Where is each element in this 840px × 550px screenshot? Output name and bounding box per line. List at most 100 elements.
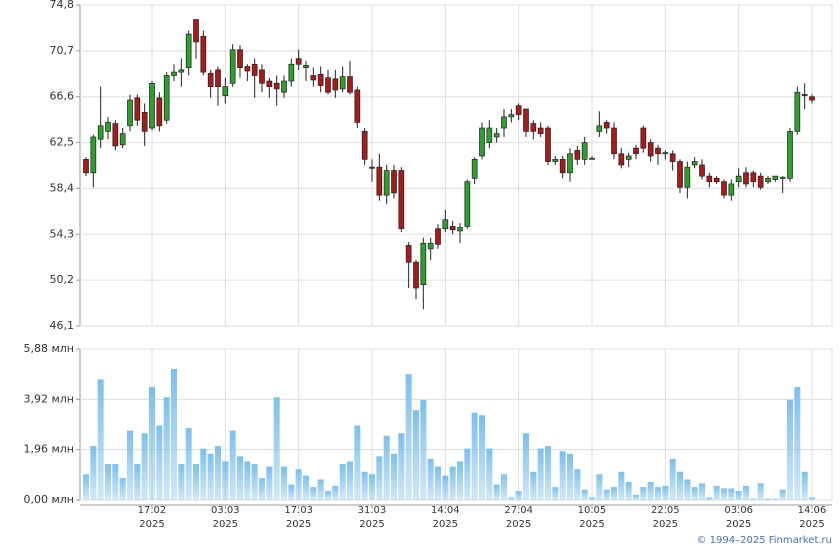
candle-body xyxy=(200,35,207,73)
volume-bar xyxy=(383,435,390,500)
candle-body xyxy=(581,142,588,160)
volume-bar xyxy=(530,471,537,500)
x-tick-label: 27.04 2025 xyxy=(504,505,533,530)
volume-bar xyxy=(574,469,581,500)
candle-body xyxy=(266,80,273,87)
volume-bar xyxy=(684,479,691,500)
volume-bar xyxy=(412,410,419,500)
x-tick-label: 17.02 2025 xyxy=(137,505,167,530)
volume-bar xyxy=(178,464,185,500)
candle-body xyxy=(779,176,786,179)
candle-body xyxy=(647,142,654,157)
candle-body xyxy=(684,166,691,188)
volume-bar xyxy=(420,399,427,500)
candle-body xyxy=(156,97,163,127)
candle-body xyxy=(391,170,397,194)
volume-bar xyxy=(566,453,573,500)
volume-bar xyxy=(728,488,735,500)
candle-body xyxy=(787,131,793,179)
volume-bar xyxy=(750,498,757,500)
volume-bar xyxy=(779,489,786,500)
x-tick-label: 22.05 2025 xyxy=(651,505,680,530)
volume-bar xyxy=(603,489,610,500)
volume-bar xyxy=(236,456,243,500)
volume-bar xyxy=(434,466,441,500)
candle-body xyxy=(486,127,493,143)
candle-body xyxy=(369,166,375,169)
volume-bar xyxy=(104,464,111,500)
candle-body xyxy=(772,175,779,180)
candle-body xyxy=(317,73,324,86)
candle-body xyxy=(508,114,515,118)
candle-body xyxy=(662,152,669,155)
volume-bar xyxy=(266,466,273,500)
x-tick-label: 10.05 2025 xyxy=(577,505,607,530)
volume-bar xyxy=(302,475,309,500)
volume-bar xyxy=(544,446,551,500)
candle-body xyxy=(383,170,390,196)
candle-body xyxy=(251,63,258,76)
plot-frame xyxy=(79,4,833,327)
volume-bar xyxy=(442,475,449,500)
candle-body xyxy=(809,96,815,101)
y-tick-label: 0,00 млн xyxy=(23,493,74,506)
candle-body xyxy=(193,19,199,43)
volume-bar xyxy=(596,474,603,500)
candle-body xyxy=(288,63,295,82)
candle-body xyxy=(413,261,419,289)
candle-body xyxy=(735,175,742,183)
volume-bar xyxy=(537,448,544,500)
candle-body xyxy=(310,75,317,81)
volume-bar xyxy=(258,478,265,500)
volume-bar xyxy=(500,474,507,500)
candle-body xyxy=(464,181,471,227)
candle-body xyxy=(149,82,155,129)
candle-body xyxy=(127,99,133,127)
y-tick-label: 50,2 xyxy=(50,273,75,286)
candle-body xyxy=(244,66,251,72)
x-tick-label: 31.03 2025 xyxy=(357,505,387,530)
volume-bar xyxy=(618,471,625,500)
volume-bar xyxy=(713,485,720,500)
candle-body xyxy=(559,158,566,174)
candle-body xyxy=(141,112,148,132)
candle-body xyxy=(743,172,749,185)
volume-bar xyxy=(662,485,669,500)
y-tick-label: 54,3 xyxy=(50,227,75,240)
volume-bar xyxy=(119,478,126,500)
volume-bar xyxy=(361,471,368,500)
volume-bar xyxy=(794,387,801,500)
candle-body xyxy=(640,127,647,149)
candle-body xyxy=(281,80,287,93)
candle-body xyxy=(655,147,661,155)
volume-bar xyxy=(647,482,654,500)
volume-bar xyxy=(610,487,617,500)
x-tick-label: 14.06 2025 xyxy=(797,505,827,530)
candle-body xyxy=(259,69,265,84)
candle-body xyxy=(171,71,177,76)
candle-body xyxy=(457,227,463,232)
volume-bar xyxy=(427,458,434,500)
candle-body xyxy=(493,133,500,138)
candle-body xyxy=(691,161,698,166)
volume-bar xyxy=(478,415,485,500)
candle-body xyxy=(229,49,236,84)
candle-body xyxy=(801,94,808,96)
candle-body xyxy=(105,122,111,132)
candle-body xyxy=(163,75,170,121)
x-tick-label: 14.04 2025 xyxy=(431,505,460,530)
volume-bar xyxy=(764,498,771,500)
volume-bar xyxy=(654,487,661,500)
y-tick-label: 1,96 млн xyxy=(23,443,74,456)
candle-body xyxy=(119,133,126,146)
volume-bar xyxy=(632,494,639,500)
volume-bar xyxy=(698,483,705,500)
candle-body xyxy=(479,127,485,157)
volume-bar xyxy=(185,428,192,500)
candle-body xyxy=(501,116,507,129)
volume-bar xyxy=(786,399,793,500)
volume-bar xyxy=(398,433,405,500)
volume-bar xyxy=(156,425,163,500)
candle-body xyxy=(295,58,302,65)
